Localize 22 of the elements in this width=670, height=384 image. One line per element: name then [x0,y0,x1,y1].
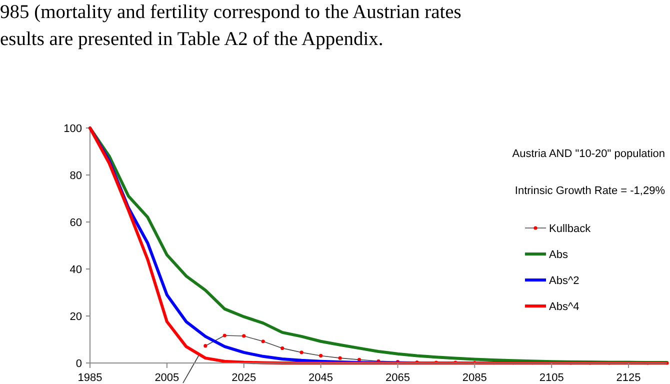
text: Intrinsic Growth Rate = -1,29% [514,185,666,197]
x-tick-label: 2045 [308,372,334,384]
y-tick-label: 60 [70,217,82,229]
text: Austria AND "10-20" population [512,148,665,160]
y-tick-label: 100 [64,123,82,135]
y-tick-label: 0 [76,358,82,370]
legend-label: Abs^4 [549,301,580,313]
legend-label: Kullback [549,223,592,235]
y-tick-label: 20 [70,311,82,323]
text: 985 (mortality and fertility correspond to the Austrian rates [0,2,462,23]
x-tick-label: 2105 [539,372,564,384]
y-tick-label: 80 [70,170,82,182]
y-tick-label: 40 [70,264,82,276]
x-tick-label: 2125 [616,372,641,384]
x-tick-label: 2065 [385,372,410,384]
x-tick-label: 1985 [78,372,102,384]
legend-label: Abs^2 [549,275,580,287]
text: esults are presented in Table A2 of the Appendix. [0,29,384,50]
x-tick-label: 2005 [154,372,180,384]
x-tick-label: 2025 [232,372,256,384]
legend-label: Abs [549,249,568,261]
x-tick-label: 2085 [462,372,487,384]
